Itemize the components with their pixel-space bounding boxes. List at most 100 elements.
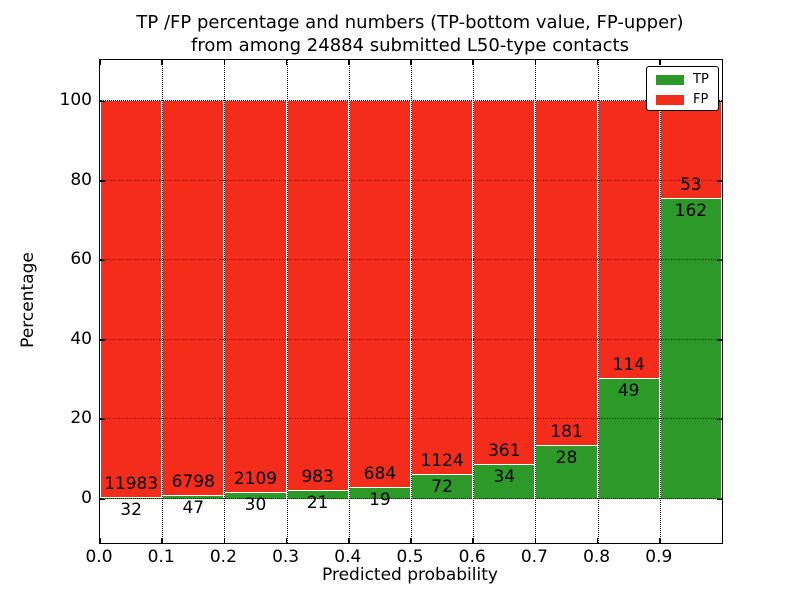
x-gridline	[597, 60, 599, 543]
fp-count-label: 11983	[104, 473, 159, 494]
tp-count-label: 28	[555, 447, 578, 468]
x-tick-label: 0.6	[458, 547, 486, 567]
x-tick-label: 0.2	[209, 547, 237, 567]
bar-segment-fp	[598, 101, 659, 379]
bar-segment-tp	[287, 490, 348, 499]
bar-segment-tp	[225, 493, 286, 499]
y-tick-label: 100	[59, 90, 92, 110]
x-tick-mark-top	[348, 60, 350, 65]
y-tick-label: 20	[70, 408, 92, 429]
x-tick-label: 0.4	[334, 547, 362, 567]
x-tick-mark	[161, 538, 163, 543]
tp-count-label: 34	[493, 466, 516, 487]
bar-segment-tp	[660, 199, 721, 499]
x-tick-mark	[410, 538, 412, 543]
y-tick-mark	[100, 180, 105, 182]
x-tick-mark-top	[161, 60, 163, 65]
x-tick-mark	[285, 538, 288, 543]
x-tick-mark	[348, 538, 350, 543]
bar-segment-tp	[536, 445, 597, 499]
bar-segment-fp	[101, 101, 162, 497]
x-gridline	[411, 60, 412, 543]
fp-count-label: 983	[301, 466, 334, 487]
legend-item-tp: TP	[656, 73, 709, 86]
legend-swatch-tp	[656, 74, 684, 85]
tp-count-label: 19	[369, 490, 391, 511]
y-tick-label: 60	[70, 249, 92, 270]
tp-count-label: 47	[182, 498, 205, 519]
legend-box: TP FP	[646, 66, 719, 111]
y-tick-mark	[100, 418, 105, 421]
bar-segment-tp	[412, 475, 473, 499]
x-tick-mark-top	[472, 60, 474, 65]
x-tick-mark-top	[285, 60, 288, 65]
fp-count-label: 114	[612, 355, 645, 376]
tp-count-label: 72	[431, 477, 453, 498]
y-tick-mark	[100, 498, 105, 500]
bar-segment-tp	[163, 496, 224, 499]
fp-count-label: 181	[550, 421, 583, 442]
bar-segment-fp	[349, 101, 410, 488]
bar-segment-tp	[349, 488, 410, 499]
x-tick-mark	[659, 538, 661, 543]
x-tick-mark	[472, 538, 474, 543]
bar-segment-fp	[660, 101, 721, 199]
legend-label-tp: TP	[693, 72, 709, 87]
fp-count-label: 1124	[420, 451, 464, 472]
x-gridline	[286, 60, 288, 543]
legend-swatch-fp	[656, 94, 684, 105]
chart-title-line2: from among 24884 submitted L50-type cont…	[191, 35, 629, 56]
x-axis-label: Predicted probability	[322, 565, 498, 585]
bar-segment-fp	[287, 101, 348, 490]
x-tick-label: 0.8	[583, 547, 611, 567]
x-gridline	[162, 60, 164, 543]
fp-count-label: 361	[488, 440, 521, 461]
fp-count-label: 2109	[233, 469, 278, 490]
legend-label-fp: FP	[693, 92, 709, 107]
x-tick-mark	[99, 538, 101, 543]
x-tick-mark	[223, 538, 226, 543]
y-tick-label: 80	[70, 169, 92, 190]
x-tick-label: 0.5	[396, 547, 424, 567]
x-gridline	[473, 60, 475, 543]
x-gridline	[348, 60, 350, 543]
y-tick-mark-right	[717, 339, 722, 341]
bar-segment-tp	[598, 379, 659, 499]
chart-title-line1: TP /FP percentage and numbers (TP-bottom…	[136, 12, 684, 33]
x-tick-mark	[534, 538, 537, 543]
x-tick-label: 0.1	[147, 547, 175, 567]
x-gridline	[659, 60, 661, 543]
x-gridline	[224, 60, 226, 543]
tp-count-label: 21	[306, 492, 329, 513]
x-tick-mark	[596, 538, 599, 543]
tp-count-label: 162	[674, 201, 708, 222]
x-tick-mark-top	[99, 60, 101, 65]
y-tick-mark	[100, 259, 105, 262]
y-tick-mark-right	[717, 100, 722, 102]
x-tick-label: 0.0	[85, 547, 113, 567]
fp-count-label: 684	[363, 464, 397, 485]
x-tick-mark-top	[534, 60, 537, 65]
bar-segment-fp	[474, 101, 535, 464]
bar-segment-fp	[163, 101, 224, 496]
legend-item-fp: FP	[656, 93, 709, 106]
bar-segment-fp	[536, 101, 597, 445]
y-tick-mark-right	[717, 418, 722, 421]
y-tick-mark-right	[717, 259, 722, 262]
x-tick-mark-top	[410, 60, 412, 65]
chart-title: TP /FP percentage and numbers (TP-bottom…	[99, 11, 721, 57]
y-tick-mark	[100, 339, 105, 341]
bar-segment-fp	[225, 101, 286, 493]
x-tick-mark-top	[659, 60, 661, 65]
bar-segment-tp	[474, 464, 535, 499]
fp-count-label: 6798	[171, 472, 215, 493]
tp-count-label: 30	[244, 495, 267, 516]
fp-count-label: 53	[680, 175, 702, 196]
bar-segment-fp	[412, 101, 473, 475]
y-tick-label: 0	[81, 488, 92, 508]
x-gridline	[535, 60, 537, 543]
x-tick-label: 0.3	[272, 547, 300, 567]
x-tick-mark-top	[223, 60, 226, 65]
x-tick-label: 0.9	[645, 547, 673, 567]
